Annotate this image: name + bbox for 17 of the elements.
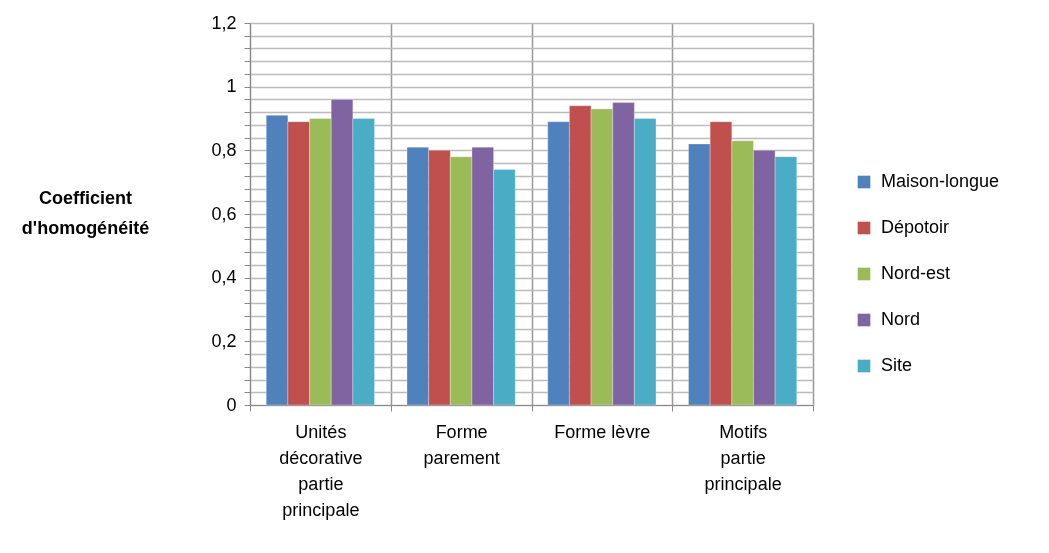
x-tick-label: Motifs partie principale: [704, 421, 782, 494]
y-tick-label: 0,4: [211, 267, 237, 288]
x-tick-label: Unités décorative partie principale: [279, 421, 363, 520]
y-axis-title: Coefficient d'homogénéité: [21, 187, 150, 238]
y-tick-label: 1: [226, 76, 237, 97]
x-tick-label: Forme lèvre: [554, 421, 651, 442]
x-tick-label: Forme parement: [423, 421, 500, 468]
y-tick-label: 0,8: [211, 139, 237, 160]
legend-label: Nord-est: [881, 263, 951, 283]
legend-label: Site: [881, 355, 913, 375]
legend-label: Dépotoir: [881, 217, 950, 237]
legend-label: Maison-longue: [881, 171, 1000, 191]
y-tick-label: 1,2: [211, 12, 237, 33]
legend-label: Nord: [881, 309, 921, 329]
y-tick-label: 0: [226, 394, 237, 415]
y-tick-label: 0,2: [211, 330, 237, 351]
y-tick-label: 0,6: [211, 203, 237, 224]
